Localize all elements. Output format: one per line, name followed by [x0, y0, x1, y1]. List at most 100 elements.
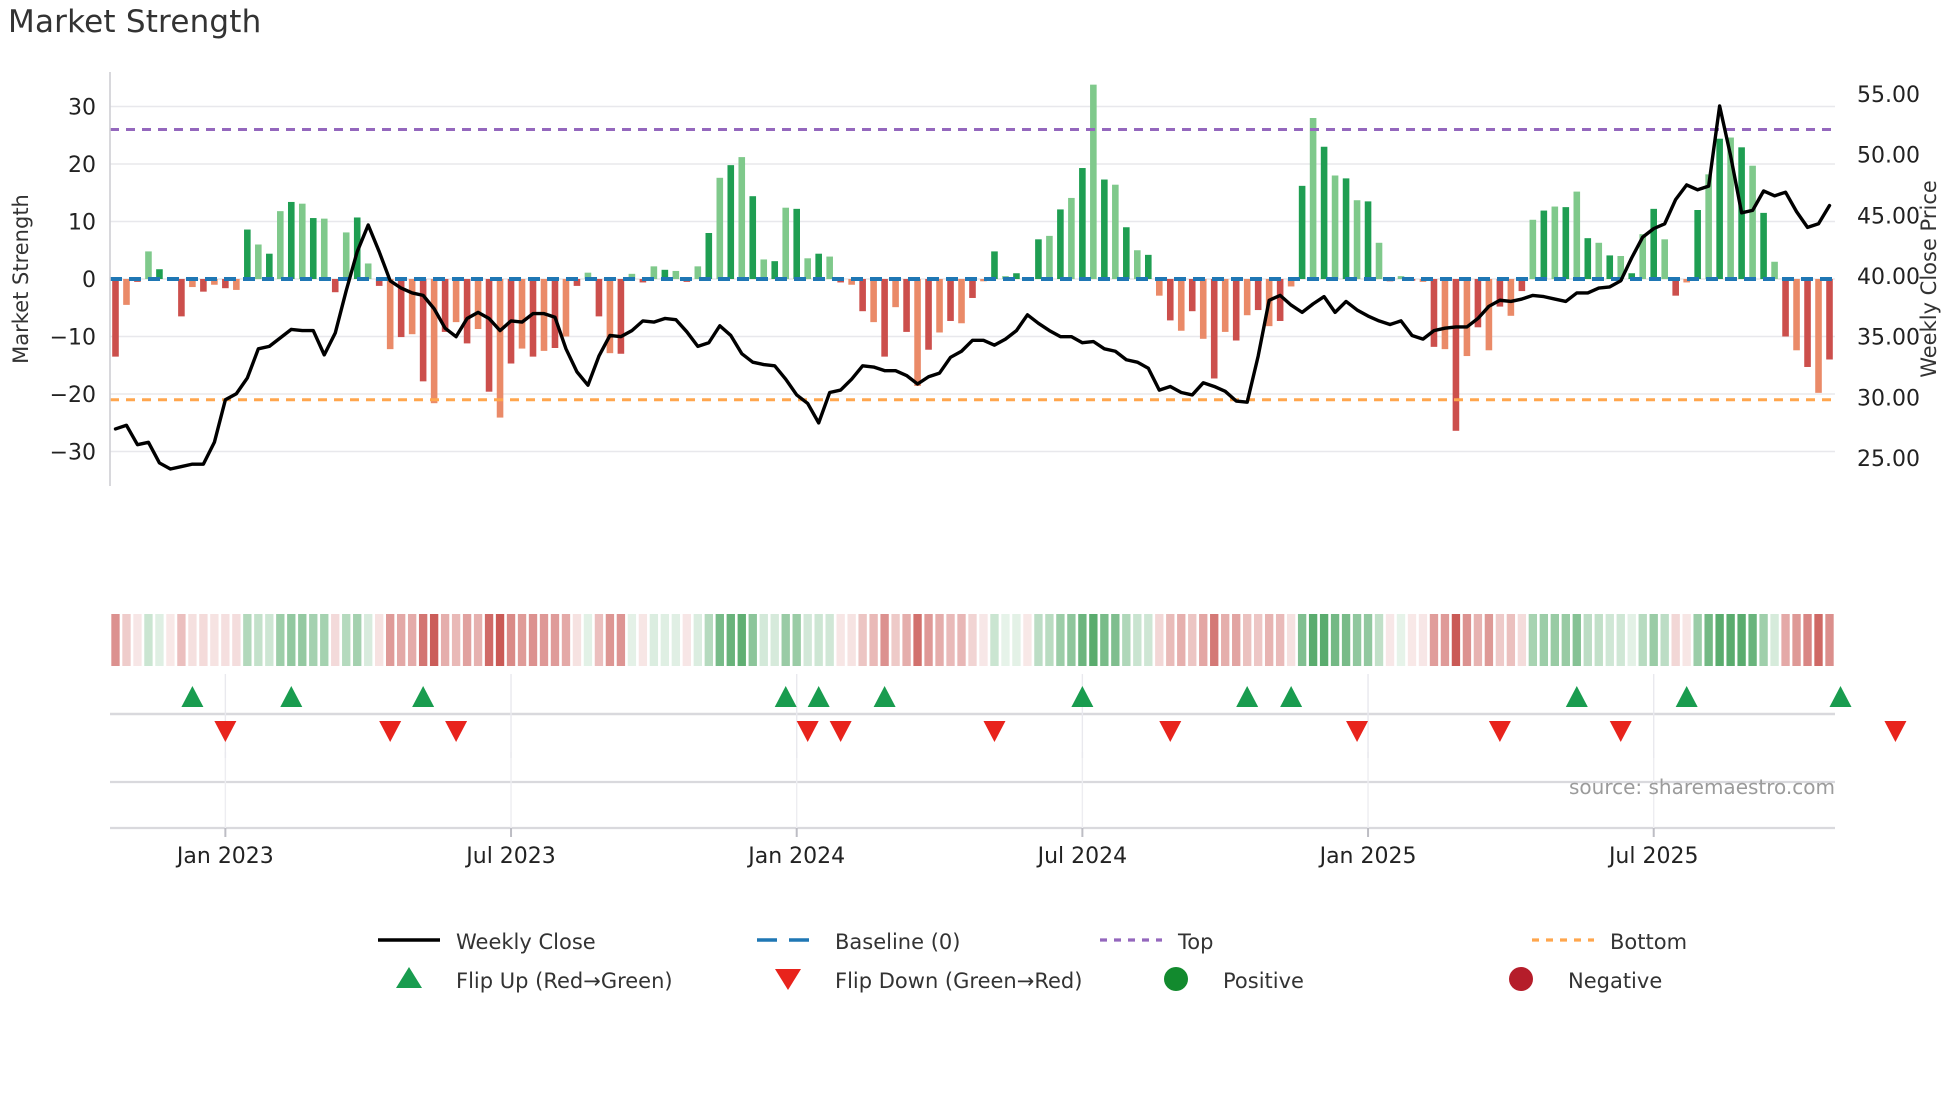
strength-bar — [1441, 279, 1449, 350]
heatmap-cell — [1133, 614, 1142, 666]
heatmap-cell — [1814, 614, 1823, 666]
heatmap-cell — [265, 614, 274, 666]
strength-bar — [881, 279, 888, 357]
heatmap-cell — [715, 614, 724, 666]
heatmap-cell — [221, 614, 230, 666]
heatmap-cell — [1781, 614, 1790, 666]
legend-negative-swatch — [1509, 967, 1533, 991]
strength-bar — [1650, 208, 1657, 279]
right-axis-tick-label: 55.00 — [1857, 83, 1920, 108]
heatmap-cell — [1352, 614, 1362, 666]
strength-bar — [496, 279, 504, 418]
flip-down-marker — [379, 721, 402, 742]
heatmap-cell — [539, 614, 549, 666]
legend-label: Weekly Close — [456, 930, 596, 954]
strength-bar — [1793, 279, 1800, 351]
heatmap-cell — [1693, 614, 1702, 666]
heatmap-cell — [1308, 614, 1318, 666]
flip-down-marker — [214, 721, 237, 742]
strength-bar — [870, 279, 877, 323]
flip-up-marker — [873, 686, 896, 707]
strength-bar — [892, 279, 899, 308]
strength-bar — [320, 218, 328, 280]
strength-bar — [375, 279, 383, 286]
flip-up-marker — [1071, 686, 1094, 707]
strength-bar — [211, 279, 218, 285]
right-axis-tick-label: 30.00 — [1857, 386, 1920, 411]
strength-bar — [991, 251, 998, 279]
strength-bar — [606, 279, 614, 354]
strength-bar — [914, 279, 921, 386]
flip-up-marker — [1236, 686, 1259, 707]
left-axis-tick-label: −20 — [50, 383, 96, 408]
heatmap-cell — [1770, 614, 1779, 666]
left-axis-tick-label: 10 — [68, 211, 96, 236]
heatmap-cell — [1199, 614, 1208, 666]
strength-bar — [331, 279, 339, 293]
heatmap-cell — [155, 614, 164, 666]
flip-up-marker — [412, 686, 435, 707]
strength-bar — [145, 251, 152, 279]
strength-bar — [705, 233, 713, 279]
heatmap-cell — [1583, 614, 1592, 666]
strength-bar — [1210, 279, 1218, 379]
x-axis-tick-label: Jan 2025 — [1318, 844, 1417, 869]
strength-bar — [617, 279, 625, 354]
strength-bar — [738, 157, 746, 279]
legend-label: Top — [1177, 930, 1213, 954]
heatmap-cell — [517, 614, 527, 666]
strength-bar — [1046, 235, 1053, 279]
heatmap-cell — [660, 614, 670, 666]
right-axis-tick-label: 50.00 — [1857, 144, 1920, 169]
strength-bar — [1804, 279, 1811, 367]
strength-bar — [244, 229, 251, 279]
heatmap-cell — [495, 614, 505, 666]
heatmap-cell — [1737, 614, 1746, 666]
heatmap-cell — [616, 614, 626, 666]
heatmap-cell — [298, 614, 307, 666]
strength-bar — [1013, 273, 1020, 279]
heatmap-cell — [1528, 614, 1538, 666]
strength-bar — [309, 218, 317, 279]
flip-down-marker — [829, 721, 852, 742]
heatmap-cell — [946, 614, 955, 666]
heatmap-cell — [418, 614, 428, 666]
flip-up-marker — [774, 686, 797, 707]
heatmap-cell — [979, 614, 988, 666]
heatmap-cell — [1166, 614, 1175, 666]
flip-up-marker — [1675, 686, 1698, 707]
heatmap-cell — [561, 614, 571, 666]
heatmap-cell — [1539, 614, 1549, 666]
heatmap-cell — [1155, 614, 1164, 666]
legend-positive-swatch — [1164, 967, 1188, 991]
heatmap-cell — [1682, 614, 1691, 666]
heatmap-cell — [1484, 614, 1494, 666]
heatmap-cell — [1616, 614, 1625, 666]
strength-bar — [716, 177, 724, 279]
strength-bar — [1375, 242, 1383, 279]
left-axis-title: Market Strength — [9, 194, 33, 364]
strength-bar — [1595, 242, 1603, 279]
left-axis-tick-label: 0 — [82, 268, 96, 293]
strength-bar — [277, 211, 284, 279]
heatmap-cell — [803, 614, 812, 666]
heatmap-cell — [583, 614, 593, 666]
strength-bar — [474, 279, 482, 330]
strength-bar — [1155, 279, 1163, 296]
flip-down-marker — [1609, 721, 1632, 742]
strength-bar — [1771, 261, 1778, 279]
left-axis-tick-label: −10 — [50, 326, 96, 351]
strength-bar — [1430, 279, 1438, 347]
heatmap-cell — [1825, 614, 1834, 666]
legend-flip-up-swatch — [396, 967, 422, 988]
heatmap-cell — [1517, 614, 1527, 666]
heatmap-cell — [869, 614, 878, 666]
strength-bar — [1716, 138, 1723, 279]
strength-bar — [672, 270, 680, 279]
heatmap-cell — [1759, 614, 1768, 666]
legend-label: Bottom — [1610, 930, 1687, 954]
strength-bars — [112, 84, 1833, 431]
heatmap-cell — [1550, 614, 1559, 666]
heatmap-strip — [111, 614, 1834, 666]
